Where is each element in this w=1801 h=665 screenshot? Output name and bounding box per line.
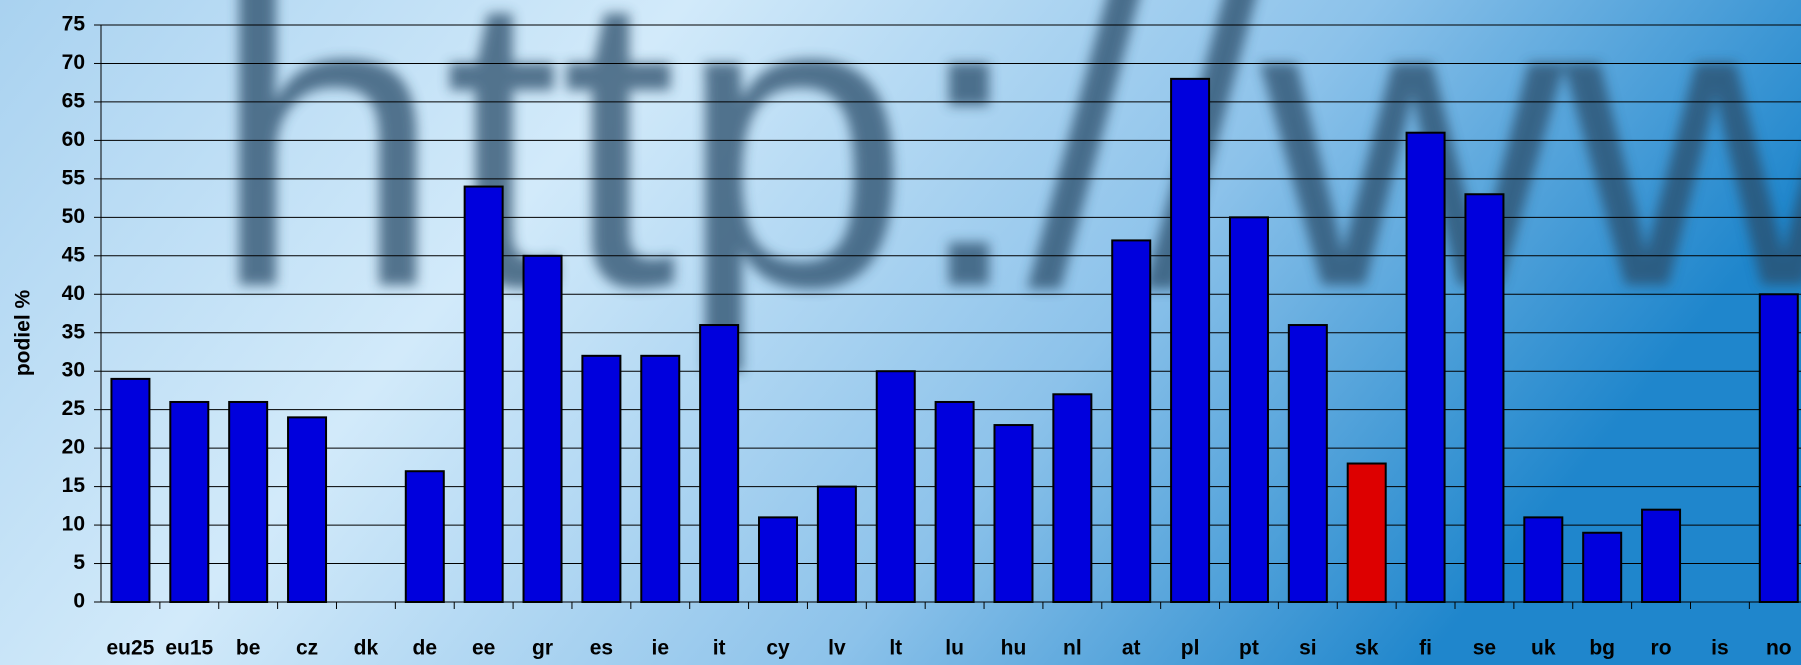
x-tick-label: ee <box>472 637 495 660</box>
bar <box>640 354 681 603</box>
y-axis-label: podiel % <box>12 290 35 377</box>
x-tick-label: es <box>590 637 613 660</box>
x-tick-label: ro <box>1651 637 1672 660</box>
bar <box>1346 462 1387 603</box>
bar <box>169 400 210 603</box>
bar <box>1758 293 1799 603</box>
bar <box>463 185 504 603</box>
bar <box>1523 516 1564 604</box>
y-tick-label: 50 <box>62 205 85 228</box>
x-tick-label: at <box>1122 637 1141 660</box>
x-tick-label: bg <box>1589 637 1615 660</box>
x-tick-label: eu25 <box>106 637 154 660</box>
y-tick-label: 25 <box>62 397 86 420</box>
bar <box>1052 393 1093 603</box>
bar <box>1228 216 1269 603</box>
y-tick-label: 0 <box>73 590 85 613</box>
x-tick-label: eu15 <box>165 637 213 660</box>
x-tick-label: si <box>1299 637 1317 660</box>
bar <box>758 516 799 604</box>
x-tick-label: uk <box>1531 637 1556 660</box>
x-tick-label: cy <box>766 637 790 660</box>
bar <box>287 416 328 603</box>
y-tick-label: 40 <box>62 282 85 305</box>
x-tick-label: pt <box>1239 637 1259 660</box>
watermark: http://ww <box>210 0 1801 377</box>
y-tick-label: 70 <box>62 51 85 74</box>
y-tick-label: 15 <box>62 474 86 497</box>
x-tick-label: sk <box>1355 637 1379 660</box>
x-tick-label: se <box>1473 637 1496 660</box>
bar <box>110 377 151 604</box>
bar <box>1464 193 1505 603</box>
y-tick-label: 5 <box>73 551 85 574</box>
x-tick-label: dk <box>354 637 379 660</box>
bar <box>522 254 563 604</box>
x-tick-label: be <box>236 637 261 660</box>
x-tick-label: lu <box>945 637 964 660</box>
bar <box>1170 77 1211 603</box>
y-tick-label: 20 <box>62 436 85 459</box>
x-tick-label: no <box>1766 637 1792 660</box>
x-tick-label: hu <box>1001 637 1027 660</box>
y-tick-label: 35 <box>62 320 86 343</box>
x-tick-label: lv <box>828 637 846 660</box>
x-tick-label: cz <box>296 637 318 660</box>
bar <box>875 370 916 604</box>
bar <box>934 400 975 603</box>
bar <box>1582 531 1623 604</box>
x-tick-label: nl <box>1063 637 1082 660</box>
x-tick-label: lt <box>889 637 902 660</box>
bar <box>228 400 269 603</box>
bar <box>404 470 445 604</box>
y-tick-label: 30 <box>62 359 85 382</box>
y-tick-label: 55 <box>62 166 86 189</box>
y-tick-label: 65 <box>62 89 86 112</box>
x-tick-label: pl <box>1181 637 1200 660</box>
x-tick-label: gr <box>532 637 553 660</box>
bar <box>581 354 622 603</box>
x-tick-label: fi <box>1419 637 1432 660</box>
bar <box>993 424 1034 604</box>
x-tick-label: ie <box>652 637 670 660</box>
bar <box>1405 131 1446 603</box>
bar <box>816 485 857 604</box>
y-tick-label: 45 <box>62 243 86 266</box>
y-tick-label: 10 <box>62 513 85 536</box>
x-tick-label: it <box>713 637 726 660</box>
y-tick-label: 60 <box>62 128 85 151</box>
bar <box>1287 324 1328 603</box>
x-tick-label: is <box>1711 637 1729 660</box>
bar <box>1641 508 1682 603</box>
x-tick-label: de <box>413 637 438 660</box>
y-tick-label: 75 <box>62 13 86 36</box>
bar <box>699 324 740 603</box>
bar <box>1111 239 1152 603</box>
